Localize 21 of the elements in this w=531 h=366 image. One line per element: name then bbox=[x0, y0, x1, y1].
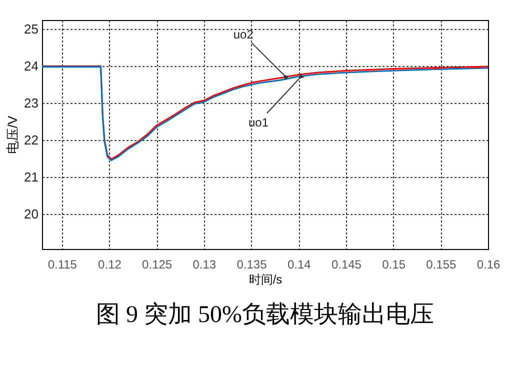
x-tick-label: 0.135 bbox=[236, 258, 268, 272]
x-tick-label: 0.14 bbox=[287, 258, 312, 272]
y-tick-label: 22 bbox=[24, 132, 38, 148]
y-tick-label: 24 bbox=[24, 58, 38, 74]
y-tick-label: 25 bbox=[24, 22, 38, 37]
x-tick-label: 0.13 bbox=[192, 258, 216, 272]
y-tick-label: 20 bbox=[24, 206, 38, 222]
x-tick-label: 0.16 bbox=[476, 258, 500, 272]
annotation: uo2 bbox=[233, 28, 254, 42]
x-tick-label: 0.15 bbox=[382, 258, 406, 272]
x-axis-title: 时间/s bbox=[248, 272, 282, 286]
x-tick-label: 0.115 bbox=[48, 258, 78, 272]
y-tick-label: 23 bbox=[24, 96, 38, 111]
y-tick-label: 21 bbox=[24, 169, 38, 184]
y-axis-title: 电压/V bbox=[5, 116, 20, 154]
text: 图 9 突加 50%负载模块输出电压 bbox=[96, 301, 434, 328]
x-tick-label: 0.12 bbox=[98, 258, 122, 272]
x-tick-label: 0.145 bbox=[331, 258, 362, 272]
annotation: uo1 bbox=[248, 115, 269, 130]
x-tick-label: 0.155 bbox=[426, 258, 456, 272]
x-tick-label: 0.125 bbox=[142, 258, 172, 272]
